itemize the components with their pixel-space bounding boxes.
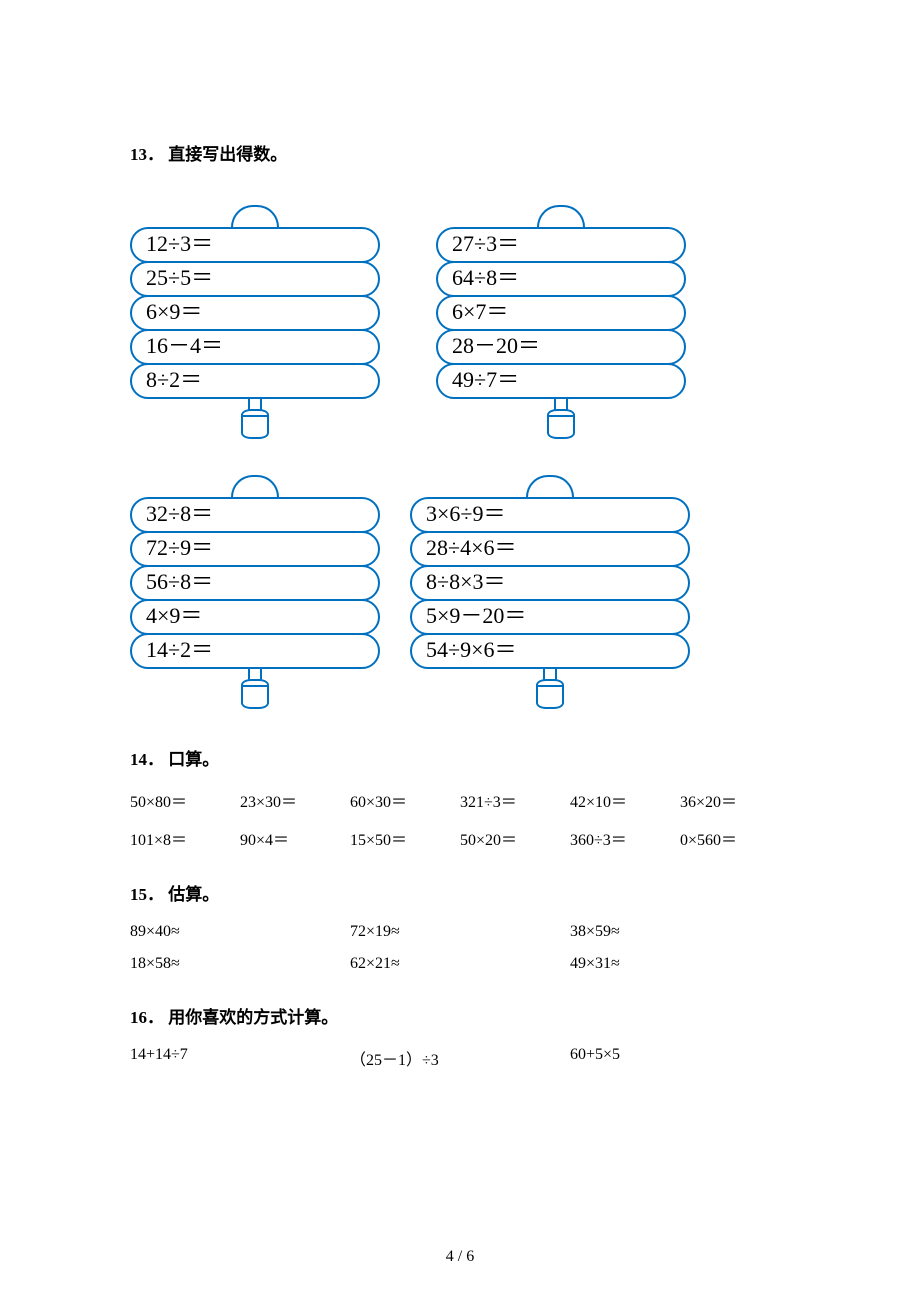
lantern-cell: 8÷2＝ <box>130 363 380 399</box>
lantern-base <box>241 409 269 439</box>
lantern-1: 12÷3＝ 25÷5＝ 6×9＝ 16－4＝ 8÷2＝ <box>130 205 380 439</box>
lantern-cell: 32÷8＝ <box>130 497 380 533</box>
q16-grid: 14+14÷7 （25－1）÷3 60+5×5 <box>130 1046 790 1070</box>
lantern-cell: 5×9－20＝ <box>410 599 690 635</box>
q14-cell: 36×20＝ <box>680 788 790 812</box>
q15-cell: 18×58≈ <box>130 955 350 973</box>
lanterns-row-2: 32÷8＝ 72÷9＝ 56÷8＝ 4×9＝ 14÷2＝ 3×6÷9＝ 28÷4… <box>130 475 790 709</box>
q13-number: 13． <box>130 145 164 164</box>
q14-cell: 23×30＝ <box>240 788 350 812</box>
lantern-cell: 14÷2＝ <box>130 633 380 669</box>
lantern-cell: 56÷8＝ <box>130 565 380 601</box>
lantern-top <box>526 475 574 499</box>
q14-cell: 50×80＝ <box>130 788 240 812</box>
lantern-rows: 32÷8＝ 72÷9＝ 56÷8＝ 4×9＝ 14÷2＝ <box>130 497 380 669</box>
page: 13． 直接写出得数。 12÷3＝ 25÷5＝ 6×9＝ 16－4＝ 8÷2＝ <box>0 0 920 1302</box>
page-footer: 4 / 6 <box>0 1248 920 1266</box>
q15-section: 15． 估算。 89×40≈ 72×19≈ 38×59≈ 18×58≈ 62×2… <box>130 880 790 973</box>
lantern-cell: 3×6÷9＝ <box>410 497 690 533</box>
q15-cell: 72×19≈ <box>350 923 570 941</box>
lantern-cell: 54÷9×6＝ <box>410 633 690 669</box>
q15-cell: 38×59≈ <box>570 923 790 941</box>
lantern-cell: 72÷9＝ <box>130 531 380 567</box>
lantern-cell: 6×7＝ <box>436 295 686 331</box>
q15-header: 15． 估算。 <box>130 880 790 905</box>
lantern-cell: 27÷3＝ <box>436 227 686 263</box>
q16-section: 16． 用你喜欢的方式计算。 14+14÷7 （25－1）÷3 60+5×5 <box>130 1003 790 1070</box>
q16-cell: （25－1）÷3 <box>350 1046 570 1070</box>
q14-grid: 50×80＝ 23×30＝ 60×30＝ 321÷3＝ 42×10＝ 36×20… <box>130 788 790 850</box>
lantern-rows: 3×6÷9＝ 28÷4×6＝ 8÷8×3＝ 5×9－20＝ 54÷9×6＝ <box>410 497 690 669</box>
lantern-base <box>536 679 564 709</box>
lantern-3: 32÷8＝ 72÷9＝ 56÷8＝ 4×9＝ 14÷2＝ <box>130 475 380 709</box>
q14-section: 14． 口算。 50×80＝ 23×30＝ 60×30＝ 321÷3＝ 42×1… <box>130 745 790 850</box>
q14-cell: 360÷3＝ <box>570 826 680 850</box>
lantern-cell: 28－20＝ <box>436 329 686 365</box>
lantern-cell: 49÷7＝ <box>436 363 686 399</box>
q14-title: 口算。 <box>168 750 219 769</box>
lantern-4: 3×6÷9＝ 28÷4×6＝ 8÷8×3＝ 5×9－20＝ 54÷9×6＝ <box>410 475 690 709</box>
q14-number: 14． <box>130 750 164 769</box>
lantern-cell: 28÷4×6＝ <box>410 531 690 567</box>
q15-cell: 62×21≈ <box>350 955 570 973</box>
lantern-base <box>547 409 575 439</box>
q14-cell: 321÷3＝ <box>460 788 570 812</box>
q14-cell: 42×10＝ <box>570 788 680 812</box>
q15-title: 估算。 <box>168 885 219 904</box>
q16-cell: 14+14÷7 <box>130 1046 350 1070</box>
q15-cell: 49×31≈ <box>570 955 790 973</box>
q13-lanterns: 12÷3＝ 25÷5＝ 6×9＝ 16－4＝ 8÷2＝ 27÷3＝ 64÷8＝ … <box>130 205 790 709</box>
q14-cell: 101×8＝ <box>130 826 240 850</box>
q13-title: 直接写出得数。 <box>168 145 287 164</box>
lantern-cell: 64÷8＝ <box>436 261 686 297</box>
lantern-cell: 6×9＝ <box>130 295 380 331</box>
q14-cell: 60×30＝ <box>350 788 460 812</box>
lantern-top <box>231 475 279 499</box>
q14-cell: 15×50＝ <box>350 826 460 850</box>
lantern-cell: 25÷5＝ <box>130 261 380 297</box>
lantern-top <box>537 205 585 229</box>
q16-cell: 60+5×5 <box>570 1046 790 1070</box>
lantern-cell: 4×9＝ <box>130 599 380 635</box>
q15-grid: 89×40≈ 72×19≈ 38×59≈ 18×58≈ 62×21≈ 49×31… <box>130 923 790 973</box>
q16-number: 16． <box>130 1008 164 1027</box>
lantern-base <box>241 679 269 709</box>
lanterns-row-1: 12÷3＝ 25÷5＝ 6×9＝ 16－4＝ 8÷2＝ 27÷3＝ 64÷8＝ … <box>130 205 790 439</box>
lantern-cell: 16－4＝ <box>130 329 380 365</box>
q15-cell: 89×40≈ <box>130 923 350 941</box>
lantern-rows: 27÷3＝ 64÷8＝ 6×7＝ 28－20＝ 49÷7＝ <box>436 227 686 399</box>
lantern-rows: 12÷3＝ 25÷5＝ 6×9＝ 16－4＝ 8÷2＝ <box>130 227 380 399</box>
q16-title: 用你喜欢的方式计算。 <box>168 1008 338 1027</box>
q16-header: 16． 用你喜欢的方式计算。 <box>130 1003 790 1028</box>
q14-cell: 50×20＝ <box>460 826 570 850</box>
lantern-top <box>231 205 279 229</box>
q14-cell: 0×560＝ <box>680 826 790 850</box>
q14-header: 14． 口算。 <box>130 745 790 770</box>
lantern-2: 27÷3＝ 64÷8＝ 6×7＝ 28－20＝ 49÷7＝ <box>436 205 686 439</box>
q15-number: 15． <box>130 885 164 904</box>
lantern-cell: 12÷3＝ <box>130 227 380 263</box>
q13-header: 13． 直接写出得数。 <box>130 140 790 165</box>
q14-cell: 90×4＝ <box>240 826 350 850</box>
lantern-cell: 8÷8×3＝ <box>410 565 690 601</box>
